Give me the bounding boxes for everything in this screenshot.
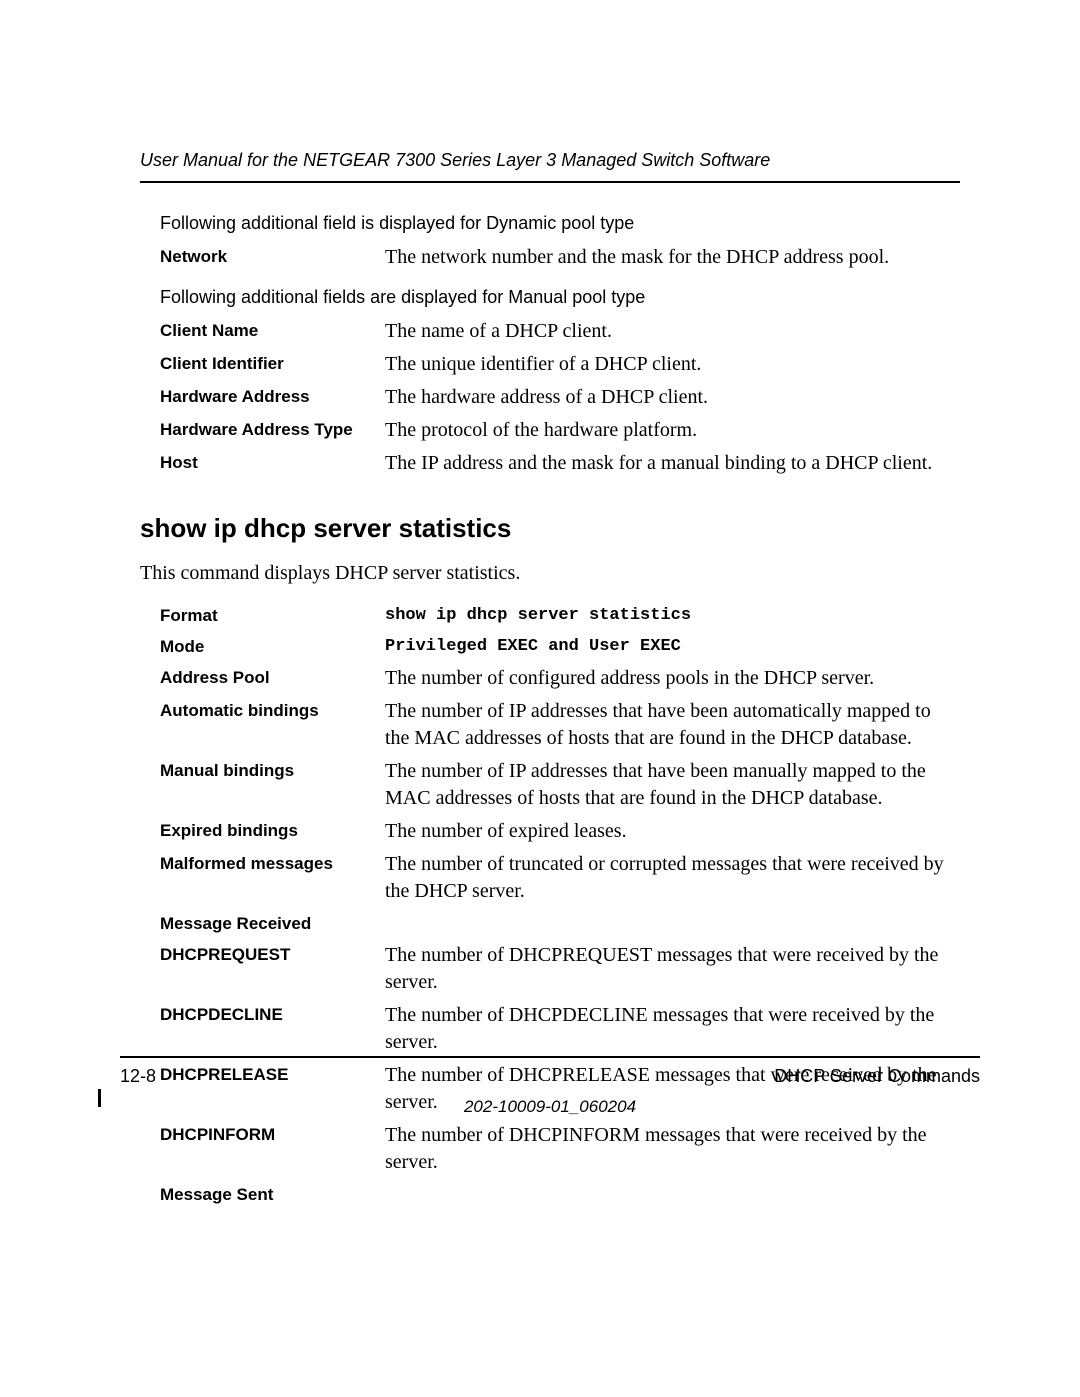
field-client-name: Client Name The name of a DHCP client. (160, 318, 960, 345)
field-label: Message Received (160, 911, 385, 936)
field-label: Manual bindings (160, 758, 385, 812)
section-heading: show ip dhcp server statistics (140, 513, 960, 544)
field-message-received: Message Received (160, 911, 960, 936)
field-desc: The number of DHCPINFORM messages that w… (385, 1122, 960, 1176)
field-dhcpdecline: DHCPDECLINE The number of DHCPDECLINE me… (160, 1002, 960, 1056)
field-desc (385, 1182, 960, 1207)
manual-pool-intro: Following additional fields are displaye… (160, 287, 960, 308)
field-label: Message Sent (160, 1182, 385, 1207)
footer-line: 12-8 DHCP Server Commands (120, 1066, 980, 1087)
field-label: Expired bindings (160, 818, 385, 845)
field-desc: The number of IP addresses that have bee… (385, 758, 960, 812)
field-desc: The number of DHCPREQUEST messages that … (385, 942, 960, 996)
page-number: 12-8 (120, 1066, 156, 1087)
field-label: Network (160, 244, 385, 271)
field-dhcprequest: DHCPREQUEST The number of DHCPREQUEST me… (160, 942, 960, 996)
section-subtext: This command displays DHCP server statis… (140, 562, 960, 585)
field-label: DHCPDECLINE (160, 1002, 385, 1056)
field-desc: The number of configured address pools i… (385, 665, 960, 692)
field-desc: The protocol of the hardware platform. (385, 417, 960, 444)
change-bar-icon (98, 1089, 101, 1107)
field-desc: The network number and the mask for the … (385, 244, 960, 271)
field-malformed-messages: Malformed messages The number of truncat… (160, 851, 960, 905)
field-format: Format show ip dhcp server statistics (160, 603, 960, 628)
field-label: Malformed messages (160, 851, 385, 905)
field-label: Host (160, 450, 385, 477)
field-desc (385, 911, 960, 936)
footer-rule (120, 1056, 980, 1058)
field-label: Hardware Address Type (160, 417, 385, 444)
field-mode: Mode Privileged EXEC and User EXEC (160, 634, 960, 659)
field-desc: The IP address and the mask for a manual… (385, 450, 960, 477)
field-label: Mode (160, 634, 385, 659)
field-hardware-address: Hardware Address The hardware address of… (160, 384, 960, 411)
field-desc: The number of DHCPDECLINE messages that … (385, 1002, 960, 1056)
field-hardware-address-type: Hardware Address Type The protocol of th… (160, 417, 960, 444)
field-desc: The name of a DHCP client. (385, 318, 960, 345)
field-address-pool: Address Pool The number of configured ad… (160, 665, 960, 692)
field-message-sent: Message Sent (160, 1182, 960, 1207)
field-desc: show ip dhcp server statistics (385, 603, 960, 628)
field-manual-bindings: Manual bindings The number of IP address… (160, 758, 960, 812)
page-footer: 12-8 DHCP Server Commands 202-10009-01_0… (120, 1056, 980, 1117)
field-client-identifier: Client Identifier The unique identifier … (160, 351, 960, 378)
running-header: User Manual for the NETGEAR 7300 Series … (140, 150, 960, 171)
field-label: Hardware Address (160, 384, 385, 411)
field-label: DHCPINFORM (160, 1122, 385, 1176)
field-label: Client Identifier (160, 351, 385, 378)
field-desc: The unique identifier of a DHCP client. (385, 351, 960, 378)
field-desc: The number of IP addresses that have bee… (385, 698, 960, 752)
field-expired-bindings: Expired bindings The number of expired l… (160, 818, 960, 845)
field-network: Network The network number and the mask … (160, 244, 960, 271)
header-rule (140, 181, 960, 183)
dynamic-pool-intro: Following additional field is displayed … (160, 213, 960, 234)
field-desc: The number of expired leases. (385, 818, 960, 845)
field-label: DHCPREQUEST (160, 942, 385, 996)
field-automatic-bindings: Automatic bindings The number of IP addr… (160, 698, 960, 752)
field-desc: The number of truncated or corrupted mes… (385, 851, 960, 905)
field-label: Format (160, 603, 385, 628)
field-desc: The hardware address of a DHCP client. (385, 384, 960, 411)
field-label: Client Name (160, 318, 385, 345)
field-dhcpinform: DHCPINFORM The number of DHCPINFORM mess… (160, 1122, 960, 1176)
document-page: User Manual for the NETGEAR 7300 Series … (0, 0, 1080, 1397)
field-host: Host The IP address and the mask for a m… (160, 450, 960, 477)
document-number: 202-10009-01_060204 (120, 1097, 980, 1117)
field-desc: Privileged EXEC and User EXEC (385, 634, 960, 659)
chapter-title: DHCP Server Commands (774, 1066, 980, 1087)
field-label: Automatic bindings (160, 698, 385, 752)
field-label: Address Pool (160, 665, 385, 692)
